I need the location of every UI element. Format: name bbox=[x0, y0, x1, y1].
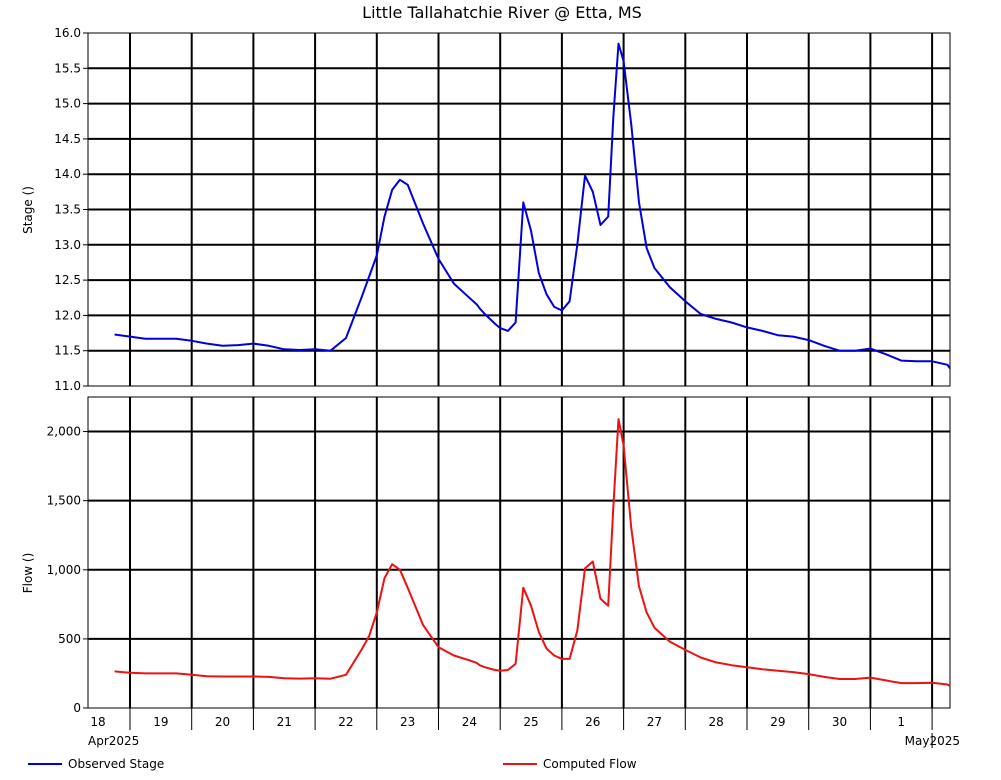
x-tick-label: 18 bbox=[90, 715, 105, 729]
y-tick-label: 14.0 bbox=[54, 167, 81, 181]
x-tick-label: 21 bbox=[277, 715, 292, 729]
y-tick-label: 12.5 bbox=[54, 273, 81, 287]
legend: Observed Stage Computed Flow bbox=[28, 757, 637, 771]
y-tick-label: 12.0 bbox=[54, 308, 81, 322]
x-tick-label: 30 bbox=[832, 715, 847, 729]
x-tick-label: 26 bbox=[585, 715, 600, 729]
plot-area bbox=[87, 396, 951, 709]
series-line bbox=[114, 42, 951, 369]
flow-panel: Flow () 0 500 1,000 1,500 2,000 bbox=[21, 396, 951, 715]
y-tick-label: 0 bbox=[73, 701, 81, 715]
y-tick-label: 500 bbox=[58, 632, 81, 646]
x-tick-label: 19 bbox=[153, 715, 168, 729]
stage-axis-label: Stage () bbox=[21, 186, 35, 234]
x-tick-label: 27 bbox=[647, 715, 662, 729]
x-tick-label: 24 bbox=[462, 715, 477, 729]
x-tick-label: 29 bbox=[770, 715, 785, 729]
x-tick-label: 28 bbox=[709, 715, 724, 729]
month-label: May2025 bbox=[905, 734, 960, 748]
y-tick-label: 11.5 bbox=[54, 344, 81, 358]
y-tick-label: 1,000 bbox=[47, 563, 81, 577]
x-tick-label: 22 bbox=[338, 715, 353, 729]
y-tick-label: 1,500 bbox=[47, 494, 81, 508]
month-label: Apr2025 bbox=[88, 734, 139, 748]
legend-flow-label: Computed Flow bbox=[543, 757, 637, 771]
chart-title: Little Tallahatchie River @ Etta, MS bbox=[362, 3, 642, 22]
flow-axis-label: Flow () bbox=[21, 553, 35, 594]
series-line bbox=[114, 418, 951, 687]
y-tick-label: 13.5 bbox=[54, 203, 81, 217]
y-tick-label: 15.0 bbox=[54, 97, 81, 111]
x-tick-label: 1 bbox=[897, 715, 905, 729]
legend-stage-label: Observed Stage bbox=[68, 757, 164, 771]
x-tick-label: 25 bbox=[523, 715, 538, 729]
x-tick-label: 23 bbox=[400, 715, 415, 729]
stage-panel: Stage () 11.0 11.5 12.0 12.5 13.0 13.5 14.0 14.… bbox=[21, 26, 951, 393]
y-tick-label: 2,000 bbox=[47, 425, 81, 439]
y-tick-label: 13.0 bbox=[54, 238, 81, 252]
y-tick-label: 11.0 bbox=[54, 379, 81, 393]
y-tick-label: 14.5 bbox=[54, 132, 81, 146]
y-tick-label: 15.5 bbox=[54, 61, 81, 75]
x-tick-label: 20 bbox=[215, 715, 230, 729]
x-axis: 18 19 20 21 22 23 24 25 26 27 28 29 30 1 Apr2025 May202… bbox=[88, 708, 960, 748]
y-tick-label: 16.0 bbox=[54, 26, 81, 40]
